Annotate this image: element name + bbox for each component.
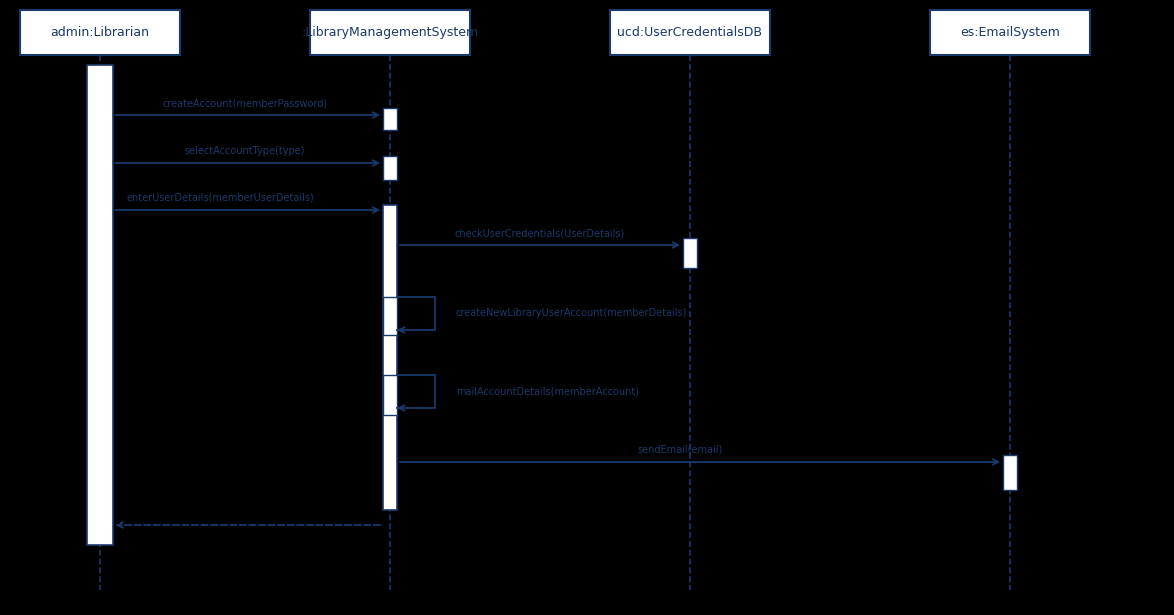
Bar: [383, 108, 397, 130]
Bar: [383, 297, 397, 335]
Text: checkUserCredentials(UserDetails): checkUserCredentials(UserDetails): [454, 228, 625, 238]
Text: createAccount(memberPassword): createAccount(memberPassword): [162, 98, 328, 108]
Text: createNewLibraryUserAccount(memberDetails): createNewLibraryUserAccount(memberDetail…: [456, 309, 687, 319]
Text: admin:Librarian: admin:Librarian: [50, 26, 149, 39]
Bar: [683, 238, 697, 268]
Bar: [383, 156, 397, 180]
Text: enterUserDetails(memberUserDetails): enterUserDetails(memberUserDetails): [126, 193, 313, 203]
Bar: [20, 10, 180, 55]
Bar: [610, 10, 770, 55]
Text: selectAccountType(type): selectAccountType(type): [184, 146, 305, 156]
Bar: [930, 10, 1089, 55]
Bar: [310, 10, 470, 55]
Text: mailAccountDetails(memberAccount): mailAccountDetails(memberAccount): [456, 386, 639, 397]
Text: ucd:UserCredentialsDB: ucd:UserCredentialsDB: [618, 26, 762, 39]
Bar: [1003, 455, 1017, 490]
Text: es:EmailSystem: es:EmailSystem: [960, 26, 1060, 39]
Bar: [383, 375, 397, 415]
Text: sendEmail(email): sendEmail(email): [637, 445, 723, 455]
Bar: [383, 205, 397, 510]
Text: :LibraryManagementSystem: :LibraryManagementSystem: [302, 26, 479, 39]
Bar: [87, 65, 113, 545]
